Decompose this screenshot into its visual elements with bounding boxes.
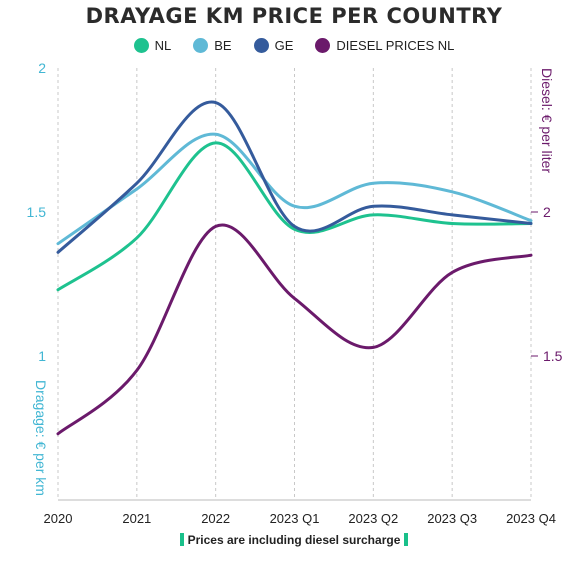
y-right-tick-label: 1.5 bbox=[543, 348, 563, 364]
y-axis-left-label: Dragage: € per km bbox=[33, 380, 49, 496]
legend-swatch-diesel bbox=[315, 38, 331, 53]
legend-label-be: BE bbox=[214, 38, 232, 53]
grid-lines bbox=[57, 68, 532, 500]
legend-swatch-ge bbox=[253, 38, 269, 53]
series-line-be[interactable] bbox=[56, 132, 533, 246]
footnote: Prices are including diesel surcharge bbox=[0, 533, 588, 547]
legend-item-be[interactable]: BE bbox=[193, 38, 232, 53]
legend-label-ge: GE bbox=[274, 38, 294, 53]
x-tick-label: 2020 bbox=[44, 511, 73, 526]
x-tick-label: 2022 bbox=[201, 511, 230, 526]
y-axis-right-label: Diesel: € per liter bbox=[539, 68, 555, 173]
legend-swatch-nl bbox=[133, 38, 149, 53]
legend-item-nl[interactable]: NL bbox=[133, 38, 172, 53]
series-line-ge[interactable] bbox=[56, 100, 533, 254]
y-left-tick-label: 1.5 bbox=[27, 204, 47, 220]
x-tick-label: 2023 Q1 bbox=[270, 511, 320, 526]
x-tick-label: 2023 Q4 bbox=[506, 511, 556, 526]
footnote-text: Prices are including diesel surcharge bbox=[187, 533, 401, 547]
y-left-tick-label: 2 bbox=[38, 60, 46, 76]
footnote-right-marker bbox=[404, 533, 409, 546]
y-right-tick-label: 2 bbox=[543, 204, 551, 220]
legend-label-diesel: DIESEL PRICES NL bbox=[336, 38, 455, 53]
series-lines bbox=[56, 100, 533, 436]
legend-item-diesel[interactable]: DIESEL PRICES NL bbox=[315, 38, 454, 53]
legend-item-ge[interactable]: GE bbox=[253, 38, 294, 53]
legend-swatch-be bbox=[193, 38, 209, 53]
legend-label-nl: NL bbox=[154, 38, 172, 53]
chart-title: DRAYAGE KM PRICE PER COUNTRY bbox=[85, 4, 503, 28]
footnote-left-marker bbox=[179, 533, 184, 546]
tick-labels: 2020 2021 2022 2023 Q1 2023 Q2 2023 Q3 2023 Q4… bbox=[27, 60, 563, 526]
series-line-nl[interactable] bbox=[56, 141, 533, 292]
x-tick-label: 2021 bbox=[122, 511, 151, 526]
y-left-tick-label: 1 bbox=[38, 348, 46, 364]
series-line-diesel[interactable] bbox=[56, 223, 533, 436]
x-tick-label: 2023 Q3 bbox=[427, 511, 477, 526]
x-tick-label: 2023 Q2 bbox=[348, 511, 398, 526]
legend: NL BE GE DIESEL PRICES NL bbox=[0, 38, 588, 53]
